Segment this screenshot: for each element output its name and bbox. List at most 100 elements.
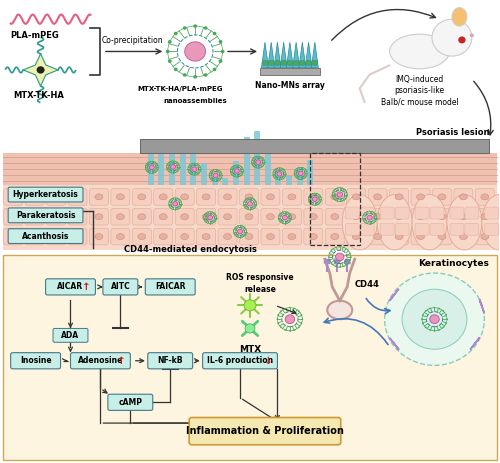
- Text: Hyperkeratosis: Hyperkeratosis: [12, 190, 78, 199]
- FancyBboxPatch shape: [218, 208, 237, 225]
- FancyBboxPatch shape: [175, 228, 194, 245]
- Circle shape: [184, 42, 206, 61]
- Text: FAICAR: FAICAR: [155, 282, 186, 291]
- FancyBboxPatch shape: [196, 228, 216, 245]
- Text: PLA-mPEG: PLA-mPEG: [10, 31, 59, 40]
- FancyBboxPatch shape: [326, 228, 344, 245]
- Text: Acanthosis: Acanthosis: [22, 232, 70, 241]
- Text: ADA: ADA: [62, 331, 80, 340]
- Circle shape: [280, 213, 281, 214]
- Bar: [3, 255, 497, 460]
- FancyBboxPatch shape: [4, 228, 22, 245]
- Ellipse shape: [180, 233, 188, 239]
- Circle shape: [218, 40, 222, 44]
- Circle shape: [273, 171, 274, 172]
- Circle shape: [273, 175, 274, 176]
- Text: AICAR: AICAR: [58, 282, 84, 291]
- Circle shape: [346, 191, 347, 193]
- Circle shape: [367, 215, 372, 220]
- Ellipse shape: [180, 194, 188, 200]
- Bar: [212, 175, 218, 185]
- FancyBboxPatch shape: [46, 279, 96, 295]
- FancyBboxPatch shape: [450, 223, 464, 235]
- Circle shape: [245, 199, 246, 200]
- Ellipse shape: [30, 233, 38, 239]
- Circle shape: [470, 33, 474, 37]
- Bar: [260, 68, 320, 75]
- Circle shape: [402, 289, 467, 349]
- Ellipse shape: [9, 233, 17, 239]
- FancyBboxPatch shape: [90, 188, 108, 205]
- Ellipse shape: [266, 194, 274, 200]
- Circle shape: [308, 201, 310, 202]
- Circle shape: [294, 329, 296, 331]
- Circle shape: [177, 171, 178, 172]
- Ellipse shape: [481, 194, 489, 200]
- Circle shape: [221, 177, 222, 178]
- Ellipse shape: [224, 214, 232, 220]
- Text: ↑: ↑: [117, 356, 126, 366]
- Circle shape: [280, 221, 281, 222]
- Circle shape: [429, 308, 430, 309]
- Bar: [3, 153, 497, 185]
- Ellipse shape: [342, 194, 377, 250]
- Circle shape: [212, 223, 213, 224]
- Ellipse shape: [460, 233, 468, 239]
- FancyBboxPatch shape: [465, 207, 479, 219]
- FancyBboxPatch shape: [360, 223, 374, 235]
- Circle shape: [279, 179, 280, 180]
- FancyBboxPatch shape: [25, 228, 44, 245]
- Circle shape: [438, 329, 440, 331]
- Polygon shape: [262, 42, 268, 68]
- Ellipse shape: [74, 214, 82, 220]
- Circle shape: [284, 308, 286, 309]
- Ellipse shape: [52, 194, 60, 200]
- Ellipse shape: [288, 194, 296, 200]
- Circle shape: [302, 167, 304, 168]
- FancyBboxPatch shape: [4, 188, 22, 205]
- FancyBboxPatch shape: [196, 188, 216, 205]
- Circle shape: [445, 314, 447, 316]
- Circle shape: [376, 217, 377, 218]
- Circle shape: [346, 194, 348, 195]
- FancyBboxPatch shape: [175, 188, 194, 205]
- Circle shape: [346, 249, 348, 250]
- Circle shape: [264, 162, 265, 163]
- Circle shape: [193, 24, 197, 28]
- FancyBboxPatch shape: [282, 228, 302, 245]
- Circle shape: [178, 164, 180, 165]
- Ellipse shape: [416, 194, 424, 200]
- Bar: [265, 148, 271, 185]
- Circle shape: [282, 223, 283, 224]
- Circle shape: [146, 171, 148, 172]
- Circle shape: [212, 169, 214, 170]
- FancyBboxPatch shape: [390, 188, 408, 205]
- Circle shape: [213, 173, 218, 178]
- Circle shape: [422, 314, 424, 316]
- Circle shape: [252, 209, 253, 210]
- FancyBboxPatch shape: [380, 223, 394, 235]
- Circle shape: [335, 266, 336, 267]
- Circle shape: [244, 235, 245, 236]
- Circle shape: [314, 205, 316, 206]
- Circle shape: [425, 326, 426, 328]
- Circle shape: [175, 197, 176, 198]
- Circle shape: [343, 266, 344, 267]
- Ellipse shape: [447, 194, 482, 250]
- Ellipse shape: [331, 233, 339, 239]
- Bar: [296, 169, 302, 185]
- FancyBboxPatch shape: [218, 188, 237, 205]
- Circle shape: [276, 319, 278, 320]
- Ellipse shape: [74, 194, 82, 200]
- Circle shape: [332, 191, 334, 193]
- Circle shape: [364, 222, 365, 223]
- Ellipse shape: [412, 194, 447, 250]
- FancyBboxPatch shape: [240, 228, 258, 245]
- Circle shape: [308, 196, 310, 197]
- Circle shape: [329, 252, 330, 254]
- Circle shape: [366, 211, 368, 212]
- Ellipse shape: [352, 194, 360, 200]
- Circle shape: [362, 217, 363, 218]
- Circle shape: [302, 178, 304, 179]
- Circle shape: [262, 166, 263, 167]
